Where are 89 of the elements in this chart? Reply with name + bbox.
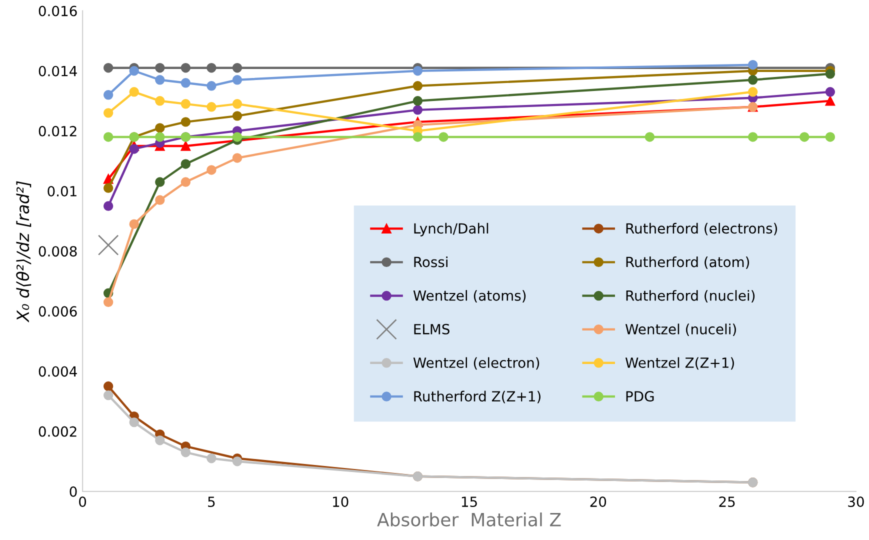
point xyxy=(180,159,191,169)
point xyxy=(129,87,139,97)
point xyxy=(155,63,165,73)
point xyxy=(232,111,242,121)
point xyxy=(180,447,191,458)
point xyxy=(438,132,448,142)
point xyxy=(412,105,423,115)
legend-label: Rutherford Z(Z+1) xyxy=(414,390,540,404)
x-tick-label: 30 xyxy=(848,496,864,508)
point xyxy=(748,87,758,97)
x-tick-label: 25 xyxy=(719,496,735,508)
x-tick-label: 0 xyxy=(79,496,86,508)
point xyxy=(800,132,810,142)
point xyxy=(206,63,216,73)
point xyxy=(103,132,114,142)
legend-label: Wentzel (nuceli) xyxy=(625,324,736,336)
point xyxy=(98,234,119,256)
point xyxy=(206,102,216,112)
point xyxy=(180,78,191,88)
y-tick-label: 0.004 xyxy=(38,366,77,377)
legend-label: ELMS xyxy=(414,324,450,334)
x-tick-label: 10 xyxy=(333,496,348,508)
legend-label: Rossi xyxy=(414,256,448,268)
point xyxy=(155,195,165,205)
point xyxy=(103,90,114,100)
point xyxy=(180,177,191,187)
point xyxy=(748,75,758,85)
point xyxy=(232,132,242,142)
legend-label: Rutherford (electrons) xyxy=(626,222,778,236)
point xyxy=(129,417,139,428)
legend-label: Wentzel Z(Z+1) xyxy=(625,357,734,370)
point xyxy=(644,132,655,142)
point xyxy=(180,99,191,109)
point xyxy=(206,81,216,91)
point xyxy=(232,63,242,73)
y-tick-label: 0.012 xyxy=(38,126,76,136)
point xyxy=(155,177,165,187)
point xyxy=(748,132,758,142)
point xyxy=(129,66,139,76)
y-tick-label: 0.014 xyxy=(38,66,77,76)
point xyxy=(232,153,242,163)
y-tick-label: 0.008 xyxy=(38,246,77,257)
point xyxy=(103,201,114,211)
legend-label: Wentzel (atoms) xyxy=(413,290,526,302)
x-axis-title: Absorber Material Z xyxy=(377,512,561,526)
legend-label: Rutherford (atom) xyxy=(626,256,750,269)
point xyxy=(103,297,114,308)
point xyxy=(412,96,423,106)
point xyxy=(129,144,139,154)
point xyxy=(155,123,165,133)
x-tick-label: 20 xyxy=(590,496,606,508)
legend-label: Lynch/Dahl xyxy=(414,222,488,236)
y-tick-label: 0.002 xyxy=(38,426,76,437)
point xyxy=(232,75,242,85)
point xyxy=(206,165,216,175)
point xyxy=(103,108,114,118)
point xyxy=(180,63,191,73)
point xyxy=(129,219,139,229)
y-tick-label: 0.016 xyxy=(38,6,77,16)
point xyxy=(825,87,836,97)
legend-label: Rutherford (nuclei) xyxy=(626,290,755,302)
point xyxy=(825,69,836,79)
point xyxy=(206,453,216,464)
point xyxy=(155,132,165,142)
point xyxy=(412,81,423,91)
y-tick-label: 0.01 xyxy=(48,186,76,196)
x-tick-label: 5 xyxy=(208,496,215,508)
y-tick-label: 0.006 xyxy=(38,306,77,317)
point xyxy=(103,381,114,392)
point xyxy=(155,75,165,85)
point xyxy=(180,141,191,151)
point xyxy=(103,183,114,193)
point xyxy=(825,132,836,142)
point xyxy=(180,117,191,127)
point xyxy=(748,60,758,70)
legend-label: PDG xyxy=(626,391,654,402)
point xyxy=(155,435,165,446)
point xyxy=(412,132,423,142)
point xyxy=(412,66,423,76)
point xyxy=(103,63,114,73)
y-tick-label: 0 xyxy=(70,486,77,497)
y-axis-title: X₀ d⟨θ²⟩/dz [rad²] xyxy=(16,181,32,323)
point xyxy=(155,96,165,106)
point xyxy=(103,390,114,400)
legend-label: Wentzel (electron) xyxy=(413,357,540,370)
x-tick-label: 15 xyxy=(462,496,477,508)
point xyxy=(232,99,242,109)
point xyxy=(825,96,836,106)
point xyxy=(232,456,242,466)
